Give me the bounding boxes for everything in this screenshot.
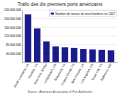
bar xyxy=(43,41,49,62)
x-tick-mark xyxy=(111,62,112,63)
x-tick: South Louisiana, LA xyxy=(13,62,30,88)
y-tick-label: 200 000 000 xyxy=(4,17,21,21)
x-tick-mark xyxy=(83,62,84,63)
bar xyxy=(62,47,68,62)
title: Trafic des dix premiers ports américains xyxy=(18,2,103,7)
bar xyxy=(52,46,58,62)
grid-line xyxy=(22,27,117,28)
x-tick-mark xyxy=(101,62,102,63)
chart: Trafic des dix premiers ports américains… xyxy=(0,0,120,94)
bar xyxy=(108,50,114,62)
y-tick: 200 000 000 xyxy=(4,17,22,21)
x-axis: South Louisiana, LAHouston, TXNew York, … xyxy=(13,62,118,88)
y-tick-label: 40 000 000 xyxy=(6,52,21,56)
plot: 40 000 000 80 000 000 120 000 000 160 000 0… xyxy=(4,8,117,88)
x-axis-line xyxy=(23,62,118,63)
x-tick-mark xyxy=(27,62,28,63)
x-tick-mark xyxy=(46,62,47,63)
y-tick: 40 000 000 xyxy=(6,52,22,56)
bar xyxy=(89,49,95,62)
bar xyxy=(71,48,77,62)
grid-line xyxy=(22,10,117,11)
bars xyxy=(25,14,114,62)
x-tick-mark xyxy=(92,62,93,63)
y-tick-label: 120 000 000 xyxy=(4,34,21,38)
legend-frame xyxy=(50,11,116,17)
x-tick: Baltimore, MD xyxy=(100,62,113,81)
x-tick-mark xyxy=(74,62,75,63)
x-tick-label: Baltimore, MD xyxy=(100,62,113,81)
legend: Nombre de tonnes de marchandises en 2007 xyxy=(50,11,116,17)
bar xyxy=(25,14,31,62)
bar xyxy=(99,50,105,62)
grid-line xyxy=(22,18,117,19)
source: Source : American Association of Port Au… xyxy=(27,90,93,94)
y-tick-label: 240 000 000 xyxy=(4,8,21,12)
y-axis: 40 000 000 80 000 000 120 000 000 160 000 0… xyxy=(4,8,22,62)
x-tick-mark xyxy=(55,62,56,63)
y-tick: 80 000 000 xyxy=(6,43,22,47)
y-tick: 240 000 000 xyxy=(4,8,22,12)
y-tick: 120 000 000 xyxy=(4,34,22,38)
y-tick-label: 80 000 000 xyxy=(6,43,21,47)
y-tick: 160 000 000 xyxy=(4,26,22,30)
y-tick-label: 160 000 000 xyxy=(4,26,21,30)
x-tick-mark xyxy=(64,62,65,63)
y-axis-line xyxy=(22,11,23,63)
bar xyxy=(34,28,40,62)
bar xyxy=(80,49,86,62)
legend-label: Nombre de tonnes de marchandises en 2007 xyxy=(55,12,115,16)
legend-swatch xyxy=(51,13,54,15)
x-tick-mark xyxy=(37,62,38,63)
